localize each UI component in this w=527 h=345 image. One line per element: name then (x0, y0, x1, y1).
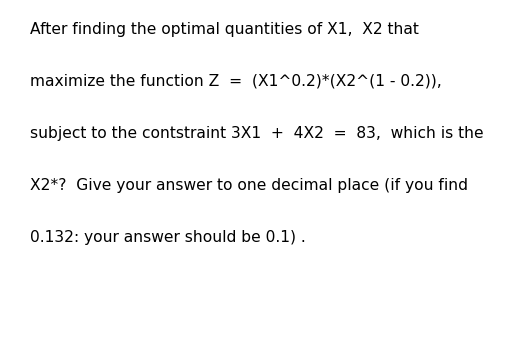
Text: X2*?  Give your answer to one decimal place (if you find: X2*? Give your answer to one decimal pla… (30, 178, 468, 193)
Text: maximize the function Z  =  (X1^0.2)*(X2^(1 - 0.2)),: maximize the function Z = (X1^0.2)*(X2^(… (30, 74, 442, 89)
Text: After finding the optimal quantities of X1,  X2 that: After finding the optimal quantities of … (30, 22, 419, 37)
Text: 0.132: your answer should be 0.1) .: 0.132: your answer should be 0.1) . (30, 230, 306, 245)
Text: subject to the contstraint 3X1  +  4X2  =  83,  which is the: subject to the contstraint 3X1 + 4X2 = 8… (30, 126, 484, 141)
